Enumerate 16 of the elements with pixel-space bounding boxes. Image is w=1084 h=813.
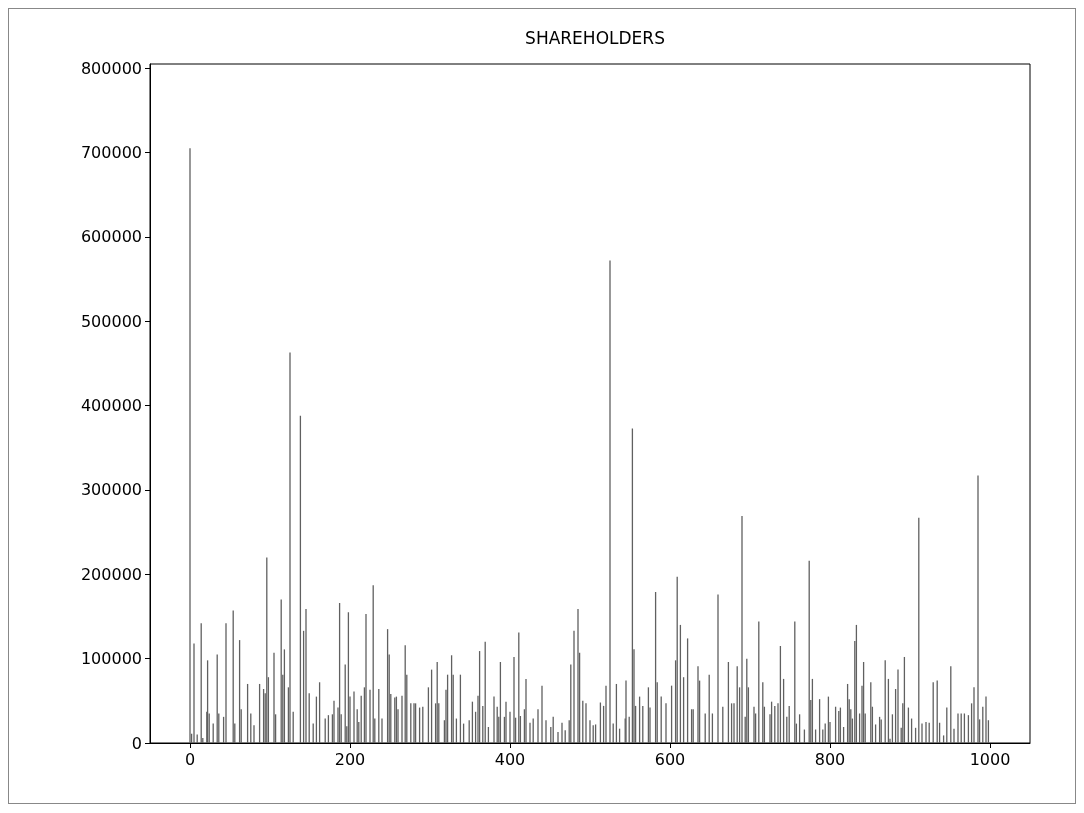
chart-title: SHAREHOLDERS bbox=[525, 27, 665, 48]
x-tick-label: 0 bbox=[184, 749, 196, 769]
y-tick-label: 0 bbox=[131, 733, 142, 753]
x-tick-label: 800 bbox=[814, 749, 846, 769]
y-tick-label: 800000 bbox=[80, 58, 142, 78]
y-tick-label: 100000 bbox=[80, 649, 142, 669]
y-tick-label: 500000 bbox=[80, 311, 142, 331]
x-tick-label: 600 bbox=[654, 749, 686, 769]
y-tick-label: 400000 bbox=[80, 396, 142, 416]
y-tick-label: 600000 bbox=[80, 227, 142, 247]
y-tick-label: 700000 bbox=[80, 143, 142, 163]
y-tick-label: 300000 bbox=[80, 480, 142, 500]
y-tick-label: 200000 bbox=[80, 564, 142, 584]
x-tick-label: 400 bbox=[494, 749, 526, 769]
x-tick-label: 1000 bbox=[969, 749, 1011, 769]
x-tick-label: 200 bbox=[334, 749, 366, 769]
